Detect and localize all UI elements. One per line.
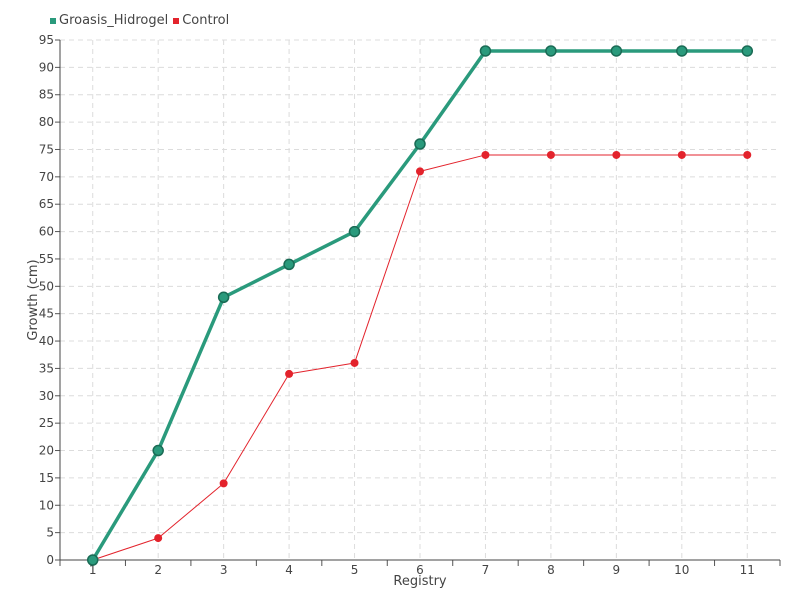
legend-item-groasis[interactable]: Groasis_Hidrogel — [50, 13, 168, 28]
data-point-groasis — [676, 45, 688, 57]
x-tick-label: 5 — [351, 563, 359, 577]
data-point-control — [285, 369, 294, 378]
legend-label-groasis: Groasis_Hidrogel — [59, 13, 169, 28]
y-tick-label: 95 — [39, 33, 54, 47]
y-tick-label: 45 — [39, 307, 54, 321]
data-point-groasis — [348, 225, 361, 238]
x-tick-label: 9 — [613, 563, 621, 577]
y-tick-label: 70 — [39, 170, 54, 184]
data-point-control — [677, 150, 686, 159]
x-tick-label: 8 — [547, 563, 555, 577]
x-tick-label: 4 — [285, 563, 293, 577]
data-point-control — [546, 150, 555, 159]
data-point-control — [154, 534, 163, 543]
y-tick-label: 25 — [39, 416, 54, 430]
legend-item-control[interactable]: Control — [173, 13, 229, 28]
data-point-control — [481, 150, 490, 159]
data-point-groasis — [545, 45, 557, 57]
y-tick-label: 5 — [46, 526, 54, 540]
data-point-groasis — [86, 554, 99, 566]
x-tick-label: 1 — [89, 563, 97, 577]
y-tick-label: 75 — [39, 142, 54, 156]
data-point-control — [350, 358, 359, 367]
y-tick-label: 80 — [39, 115, 54, 129]
data-point-groasis — [741, 45, 754, 57]
y-tick-label: 10 — [39, 498, 54, 512]
data-point-groasis — [610, 45, 623, 57]
data-point-groasis — [283, 258, 295, 271]
data-point-control — [416, 167, 424, 176]
x-tick-label: 10 — [674, 563, 689, 577]
y-tick-label: 40 — [39, 334, 54, 348]
data-point-groasis — [152, 444, 164, 457]
y-tick-label: 65 — [39, 197, 54, 211]
y-tick-label: 90 — [39, 60, 54, 74]
y-tick-label: 60 — [39, 225, 54, 239]
data-point-control — [219, 479, 228, 488]
x-tick-label: 3 — [220, 563, 228, 577]
y-tick-label: 35 — [39, 361, 54, 375]
x-axis-title: Registry — [393, 574, 447, 589]
data-point-groasis — [479, 45, 492, 57]
y-tick-label: 0 — [46, 553, 54, 567]
legend-swatch-control — [173, 17, 180, 24]
y-tick-label: 55 — [39, 252, 54, 266]
data-point-groasis — [217, 291, 230, 304]
y-tick-label: 15 — [39, 471, 54, 485]
y-tick-label: 20 — [39, 444, 54, 458]
y-tick-label: 85 — [39, 88, 54, 102]
x-tick-label: 2 — [154, 563, 162, 577]
data-point-groasis — [414, 138, 426, 150]
data-point-control — [743, 150, 752, 159]
y-tick-label: 50 — [39, 279, 54, 293]
chart-legend: Groasis_Hidrogel Control — [50, 13, 231, 28]
y-axis-title: Growth (cm) — [26, 259, 41, 340]
x-tick-label: 11 — [740, 563, 755, 577]
x-tick-label: 7 — [482, 563, 490, 577]
legend-swatch-groasis — [50, 17, 56, 24]
data-point-control — [612, 150, 621, 159]
x-tick-label: 6 — [416, 563, 424, 577]
y-tick-label: 30 — [39, 389, 54, 403]
legend-label-control: Control — [182, 13, 230, 28]
